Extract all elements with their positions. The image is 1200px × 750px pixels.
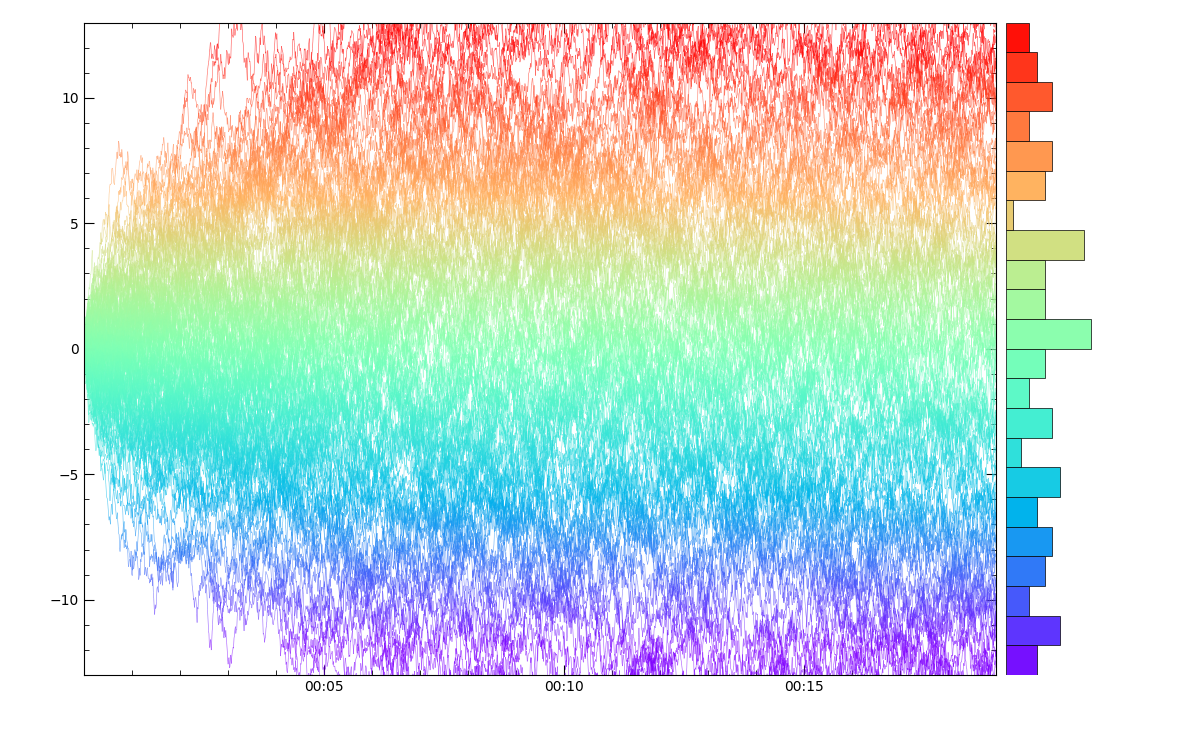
Bar xyxy=(1006,53,1037,82)
Bar xyxy=(1006,556,1044,586)
Bar xyxy=(1006,141,1052,171)
Bar xyxy=(1006,497,1037,526)
Bar xyxy=(1006,349,1044,379)
Bar xyxy=(1006,526,1052,556)
Bar xyxy=(1006,319,1091,349)
Bar xyxy=(1006,379,1028,408)
Bar xyxy=(1006,616,1060,645)
Bar xyxy=(1006,22,1028,53)
Bar xyxy=(1006,438,1021,467)
Bar xyxy=(1006,171,1044,200)
Bar xyxy=(1006,112,1028,141)
Bar xyxy=(1006,290,1044,319)
Bar xyxy=(1006,260,1044,290)
Bar xyxy=(1006,200,1013,230)
Bar xyxy=(1006,408,1052,438)
Bar xyxy=(1006,586,1028,616)
Bar xyxy=(1006,82,1052,112)
Bar xyxy=(1006,230,1084,260)
Bar xyxy=(1006,645,1037,675)
Bar xyxy=(1006,467,1060,497)
